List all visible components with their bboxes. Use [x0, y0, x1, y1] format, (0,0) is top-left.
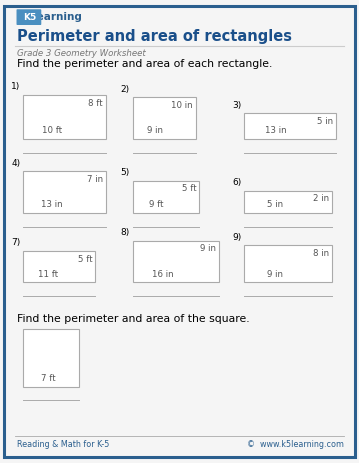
- Bar: [244, 191, 332, 213]
- Text: 9): 9): [232, 233, 241, 242]
- Text: 5 ft: 5 ft: [78, 255, 92, 263]
- Text: 7 in: 7 in: [87, 175, 103, 184]
- Text: 8 ft: 8 ft: [88, 99, 103, 107]
- Bar: [23, 329, 79, 387]
- Text: 9 in: 9 in: [267, 270, 283, 279]
- Text: 4): 4): [11, 159, 20, 168]
- Text: ©  www.k5learning.com: © www.k5learning.com: [247, 440, 344, 449]
- FancyBboxPatch shape: [17, 9, 41, 25]
- Text: 7 ft: 7 ft: [41, 374, 56, 383]
- Text: 1): 1): [11, 82, 20, 91]
- Text: K5: K5: [23, 13, 36, 22]
- Text: 3): 3): [232, 101, 241, 110]
- Text: Find the perimeter and area of each rectangle.: Find the perimeter and area of each rect…: [17, 59, 272, 69]
- Text: Reading & Math for K-5: Reading & Math for K-5: [17, 440, 109, 449]
- Bar: [23, 171, 106, 213]
- Bar: [244, 113, 336, 139]
- Text: 11 ft: 11 ft: [38, 270, 59, 279]
- Text: 10 in: 10 in: [171, 101, 193, 110]
- Text: 5 in: 5 in: [317, 117, 333, 126]
- Text: 2 in: 2 in: [313, 194, 329, 203]
- Text: 9 in: 9 in: [147, 126, 163, 135]
- Bar: [133, 97, 196, 139]
- Text: Perimeter and area of rectangles: Perimeter and area of rectangles: [17, 29, 292, 44]
- Bar: [244, 245, 332, 282]
- Text: 13 in: 13 in: [265, 126, 287, 135]
- Text: 5 ft: 5 ft: [182, 184, 196, 193]
- Bar: [23, 95, 106, 139]
- Text: 16 in: 16 in: [152, 270, 174, 279]
- Bar: [133, 241, 219, 282]
- Text: 9 in: 9 in: [200, 244, 216, 253]
- Text: 8): 8): [121, 228, 130, 237]
- Text: Find the perimeter and area of the square.: Find the perimeter and area of the squar…: [17, 313, 250, 324]
- Text: 10 ft: 10 ft: [42, 126, 62, 135]
- Text: 5 in: 5 in: [267, 200, 283, 209]
- Text: Grade 3 Geometry Worksheet: Grade 3 Geometry Worksheet: [17, 49, 146, 58]
- Text: 8 in: 8 in: [313, 249, 329, 258]
- Bar: [23, 251, 95, 282]
- Text: 7): 7): [11, 238, 20, 247]
- Text: 2): 2): [121, 85, 130, 94]
- Text: 13 in: 13 in: [41, 200, 63, 209]
- Bar: [133, 181, 199, 213]
- Text: 5): 5): [121, 168, 130, 177]
- Text: Learning: Learning: [30, 12, 81, 22]
- Text: 6): 6): [232, 178, 241, 187]
- Text: 9 ft: 9 ft: [149, 200, 163, 209]
